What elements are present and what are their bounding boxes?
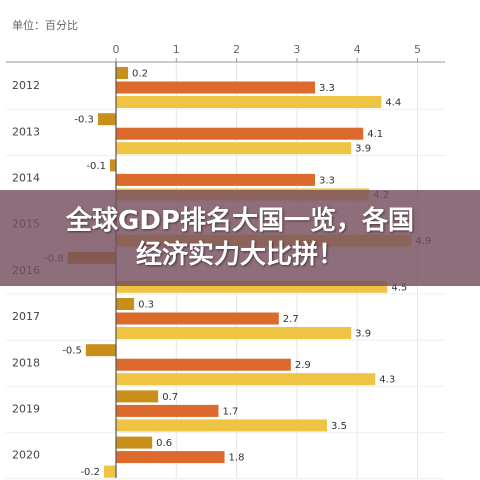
y-tick-label-2017: 2017 xyxy=(12,310,40,323)
bar-2019-s1 xyxy=(116,390,159,403)
data-label-2018-s3: 4.3 xyxy=(379,375,395,386)
data-label-2019-s2: 1.7 xyxy=(223,406,239,417)
y-tick-label-2012: 2012 xyxy=(12,79,40,92)
data-label-2016-s3: 4.5 xyxy=(391,282,407,293)
data-label-2018-s1: -0.5 xyxy=(62,346,82,357)
bar-2017-s3 xyxy=(116,327,352,339)
headline-line-1: 全球GDP排名大国一览，各国 xyxy=(66,206,414,236)
data-label-2018-s2: 2.9 xyxy=(295,360,311,371)
bar-2019-s2 xyxy=(116,404,219,417)
data-label-2012-s3: 4.4 xyxy=(385,98,401,109)
bar-2013-s3 xyxy=(116,142,352,155)
data-label-2020-s3: -0.2 xyxy=(80,467,100,478)
data-label-2020-s2: 1.8 xyxy=(229,453,245,464)
data-label-2013-s3: 3.9 xyxy=(355,144,371,155)
data-label-2017-s2: 2.7 xyxy=(283,314,299,325)
data-label-2013-s1: -0.3 xyxy=(74,115,94,126)
data-label-2017-s1: 0.3 xyxy=(138,300,154,311)
data-label-2014-s1: -0.1 xyxy=(86,161,106,172)
data-label-2017-s3: 3.9 xyxy=(355,329,371,340)
bar-2013-s1 xyxy=(97,113,116,126)
x-tick-label-2: 2 xyxy=(233,43,240,56)
data-label-2014-s2: 3.3 xyxy=(319,175,335,186)
y-tick-label-2019: 2019 xyxy=(12,403,40,416)
y-tick-label-2020: 2020 xyxy=(12,449,40,462)
bar-2017-s2 xyxy=(116,312,279,325)
x-tick-label-0: 0 xyxy=(113,43,120,56)
x-tick-label-5: 5 xyxy=(414,43,421,56)
bar-2020-s3 xyxy=(103,465,116,478)
headline-line-2: 经济实力大比拼！ xyxy=(135,240,344,270)
bar-2018-s3 xyxy=(116,373,376,386)
bar-2012-s1 xyxy=(116,67,129,79)
bar-2012-s3 xyxy=(116,96,382,108)
bar-2020-s1 xyxy=(116,436,153,449)
bar-2018-s1 xyxy=(85,344,116,357)
bar-2012-s2 xyxy=(116,81,315,94)
bar-2014-s1 xyxy=(109,159,116,172)
bar-2014-s2 xyxy=(116,173,315,186)
y-tick-label-2018: 2018 xyxy=(12,356,40,369)
headline-banner: 全球GDP排名大国一览，各国 经济实力大比拼！ xyxy=(0,190,480,286)
y-tick-label-2014: 2014 xyxy=(12,172,40,185)
data-label-2012-s2: 3.3 xyxy=(319,83,335,94)
bar-2020-s2 xyxy=(116,451,225,464)
data-label-2013-s2: 4.1 xyxy=(367,129,383,140)
x-tick-label-4: 4 xyxy=(354,43,361,56)
bar-2019-s3 xyxy=(116,419,328,432)
unit-label: 单位：百分比 xyxy=(12,19,78,32)
data-label-2012-s1: 0.2 xyxy=(132,69,148,80)
bar-2017-s1 xyxy=(116,298,135,310)
data-label-2020-s1: 0.6 xyxy=(156,438,172,449)
data-label-2019-s3: 3.5 xyxy=(331,421,347,432)
x-tick-label-3: 3 xyxy=(293,43,300,56)
y-tick-label-2013: 2013 xyxy=(12,125,40,138)
bar-2018-s2 xyxy=(116,358,291,371)
x-tick-label-1: 1 xyxy=(173,43,180,56)
data-label-2019-s1: 0.7 xyxy=(162,392,178,403)
bar-2013-s2 xyxy=(116,127,364,140)
